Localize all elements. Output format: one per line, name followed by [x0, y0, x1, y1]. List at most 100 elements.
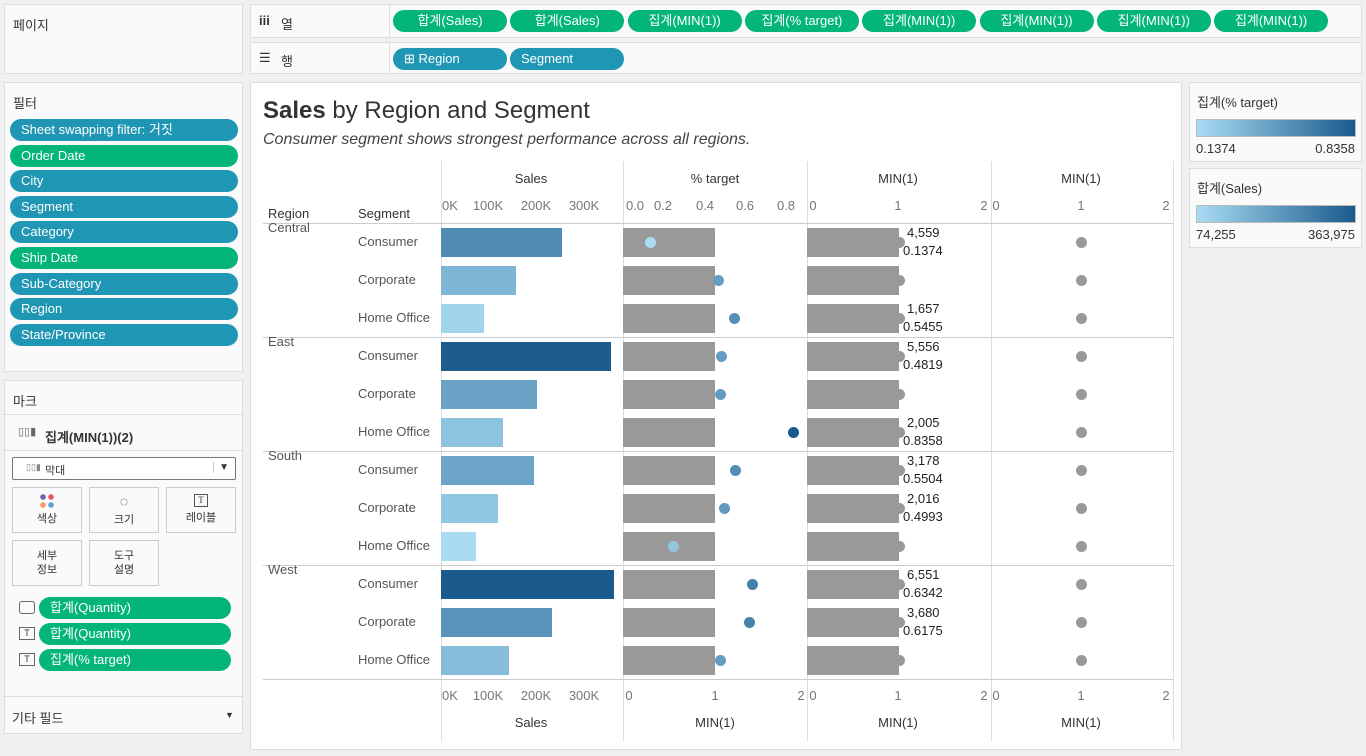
min1-bar[interactable] [623, 380, 715, 409]
columns-pill[interactable]: 합계(Sales) [393, 10, 507, 32]
pages-panel[interactable]: 페이지 [4, 4, 243, 74]
size-card[interactable]: ◌ 크기 [89, 487, 159, 533]
sales-bar[interactable] [441, 494, 498, 523]
min1-bar[interactable] [807, 456, 899, 485]
min1-dot[interactable] [1076, 541, 1087, 552]
filter-pill[interactable]: Region [10, 298, 238, 321]
min1-bar[interactable] [807, 304, 899, 333]
min1-dot[interactable] [1076, 313, 1087, 324]
marks-field-pill[interactable]: 합계(Quantity) [39, 597, 231, 619]
min1-dot[interactable] [1076, 237, 1087, 248]
sales-bar[interactable] [441, 532, 477, 561]
target-dot[interactable] [715, 389, 727, 400]
filter-pill[interactable]: Category [10, 221, 238, 244]
min1-bar[interactable] [623, 608, 715, 637]
min1-bar[interactable] [807, 532, 899, 561]
min1-dot[interactable] [1076, 655, 1087, 666]
min1-dot[interactable] [1076, 617, 1087, 628]
sales-bar[interactable] [441, 304, 484, 333]
columns-pill[interactable]: 합계(Sales) [510, 10, 625, 32]
target-dot[interactable] [788, 427, 800, 438]
sales-bar[interactable] [441, 228, 562, 257]
min1-bar[interactable] [623, 228, 715, 257]
segment-label: Corporate [358, 272, 416, 287]
min1-bar[interactable] [623, 342, 715, 371]
legend-sales-gradient [1196, 205, 1356, 223]
target-dot[interactable] [719, 503, 731, 514]
min1-bar[interactable] [807, 228, 899, 257]
sales-bar[interactable] [441, 418, 503, 447]
min1-dot[interactable] [1076, 389, 1087, 400]
marks-field-pill[interactable]: 집계(% target) [39, 649, 231, 671]
sales-bar[interactable] [441, 456, 535, 485]
axis-title: MIN(1) [1061, 715, 1101, 730]
sales-bar[interactable] [441, 342, 612, 371]
sales-bar[interactable] [441, 608, 553, 637]
sales-bar[interactable] [441, 570, 614, 599]
min1-bar[interactable] [807, 494, 899, 523]
filter-pill[interactable]: Segment [10, 195, 238, 218]
marks-layer-title[interactable]: 집계(MIN(1))(2) [45, 430, 134, 445]
rows-pill-region[interactable]: ⊞ Region [393, 48, 507, 70]
target-dot[interactable] [747, 579, 758, 590]
min1-bar[interactable] [623, 570, 715, 599]
target-dot[interactable] [713, 275, 725, 286]
columns-pill[interactable]: 집계(MIN(1)) [862, 10, 977, 32]
legend-sales[interactable]: 합계(Sales) 74,255 363,975 [1189, 168, 1362, 248]
columns-pill[interactable]: 집계(MIN(1)) [1214, 10, 1329, 32]
rows-pill-segment[interactable]: Segment [510, 48, 624, 70]
min1-bar[interactable] [807, 646, 899, 675]
filter-pill[interactable]: Ship Date [10, 247, 238, 269]
target-dot[interactable] [743, 617, 755, 628]
mark-type-dropdown[interactable]: ▯▯▮ 막대 ▼ [12, 457, 236, 480]
min1-dot[interactable] [1076, 579, 1087, 590]
min1-dot[interactable] [1076, 275, 1087, 286]
target-label: 0.6342 [903, 585, 943, 600]
detail-card[interactable]: 세부 정보 [12, 540, 82, 586]
rows-shelf[interactable]: ☰ 행 ⊞ Region Segment [250, 42, 1362, 74]
sales-bar[interactable] [441, 266, 517, 295]
min1-bar[interactable] [807, 570, 899, 599]
min1-bar[interactable] [623, 456, 715, 485]
filter-pill[interactable]: Sub-Category [10, 272, 238, 295]
target-dot[interactable] [668, 541, 680, 552]
marks-field-pill[interactable]: 합계(Quantity) [39, 623, 231, 645]
min1-bar[interactable] [807, 266, 899, 295]
columns-pill[interactable]: 집계(MIN(1)) [979, 10, 1094, 32]
target-dot[interactable] [728, 313, 740, 324]
target-dot[interactable] [715, 655, 727, 666]
tooltip-card[interactable]: 도구 설명 [89, 540, 159, 586]
chevron-down-icon[interactable]: ▼ [225, 710, 234, 720]
target-dot[interactable] [729, 465, 741, 476]
min1-bar[interactable] [623, 494, 715, 523]
filter-pill[interactable]: City [10, 170, 238, 193]
label-card[interactable]: T 레이블 [166, 487, 236, 533]
min1-dot[interactable] [1076, 427, 1087, 438]
columns-pill[interactable]: 집계(MIN(1)) [1096, 10, 1211, 32]
columns-shelf[interactable]: iii 열 합계(Sales) 합계(Sales) 집계(MIN(1)) 집계(% t… [250, 4, 1362, 38]
color-card[interactable]: 색상 [12, 487, 82, 533]
filter-pill[interactable]: Sheet swapping filter: 거짓 [10, 119, 238, 141]
min1-bar[interactable] [807, 380, 899, 409]
other-fields-label[interactable]: 기타 필드 [12, 711, 64, 726]
min1-bar[interactable] [807, 342, 899, 371]
min1-bar[interactable] [623, 418, 715, 447]
min1-bar[interactable] [623, 304, 715, 333]
sales-bar[interactable] [441, 380, 537, 409]
min1-dot[interactable] [1076, 351, 1087, 362]
sales-bar[interactable] [441, 646, 509, 675]
min1-dot[interactable] [1076, 503, 1087, 514]
columns-pill[interactable]: 집계(% target) [744, 10, 859, 32]
legend-target[interactable]: 집계(% target) 0.1374 0.8358 [1189, 82, 1362, 162]
pane-divider [1173, 161, 1174, 741]
columns-pill[interactable]: 집계(MIN(1)) [627, 10, 742, 32]
min1-bar[interactable] [807, 418, 899, 447]
target-dot[interactable] [645, 237, 657, 248]
filter-pill[interactable]: Order Date [10, 144, 238, 167]
target-dot[interactable] [715, 351, 727, 362]
min1-bar[interactable] [807, 608, 899, 637]
min1-dot[interactable] [1076, 465, 1087, 476]
min1-bar[interactable] [623, 646, 715, 675]
min1-bar[interactable] [623, 266, 715, 295]
filter-pill[interactable]: State/Province [10, 323, 238, 346]
